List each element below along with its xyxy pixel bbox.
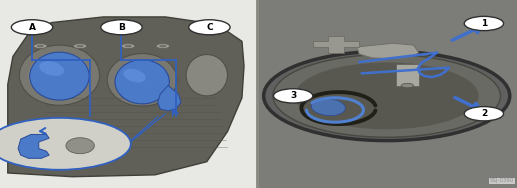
Circle shape — [121, 44, 135, 49]
Bar — [258, 0, 517, 188]
Text: A: A — [28, 23, 36, 32]
Ellipse shape — [186, 55, 227, 96]
Circle shape — [273, 89, 313, 103]
Circle shape — [159, 45, 166, 47]
Text: B: B — [118, 23, 125, 32]
Text: 2: 2 — [481, 109, 487, 118]
Circle shape — [11, 20, 53, 35]
Polygon shape — [18, 134, 49, 158]
Polygon shape — [158, 86, 181, 111]
Text: C: C — [206, 23, 212, 32]
Circle shape — [101, 20, 142, 35]
Ellipse shape — [28, 52, 90, 99]
Ellipse shape — [20, 45, 100, 105]
Ellipse shape — [66, 138, 95, 154]
Polygon shape — [8, 17, 244, 177]
Ellipse shape — [115, 60, 170, 104]
Ellipse shape — [311, 99, 345, 116]
Circle shape — [464, 107, 504, 121]
Ellipse shape — [108, 54, 177, 106]
Ellipse shape — [123, 69, 146, 83]
Circle shape — [401, 83, 414, 88]
Circle shape — [73, 44, 87, 49]
Circle shape — [125, 45, 132, 47]
Ellipse shape — [39, 61, 64, 76]
Polygon shape — [357, 43, 419, 59]
Ellipse shape — [30, 52, 89, 100]
Text: SSJ-0360: SSJ-0360 — [490, 178, 514, 183]
Circle shape — [156, 44, 170, 49]
Circle shape — [295, 62, 479, 129]
Circle shape — [34, 44, 47, 49]
Text: 1: 1 — [481, 19, 487, 28]
Circle shape — [0, 118, 131, 170]
Circle shape — [37, 45, 44, 47]
Bar — [0, 0, 257, 188]
Circle shape — [77, 45, 84, 47]
Circle shape — [464, 16, 504, 31]
Circle shape — [264, 51, 510, 141]
Bar — [396, 64, 419, 86]
Circle shape — [189, 20, 230, 35]
Circle shape — [273, 55, 500, 137]
Polygon shape — [313, 36, 359, 53]
Text: 3: 3 — [290, 91, 296, 100]
Ellipse shape — [115, 59, 170, 101]
